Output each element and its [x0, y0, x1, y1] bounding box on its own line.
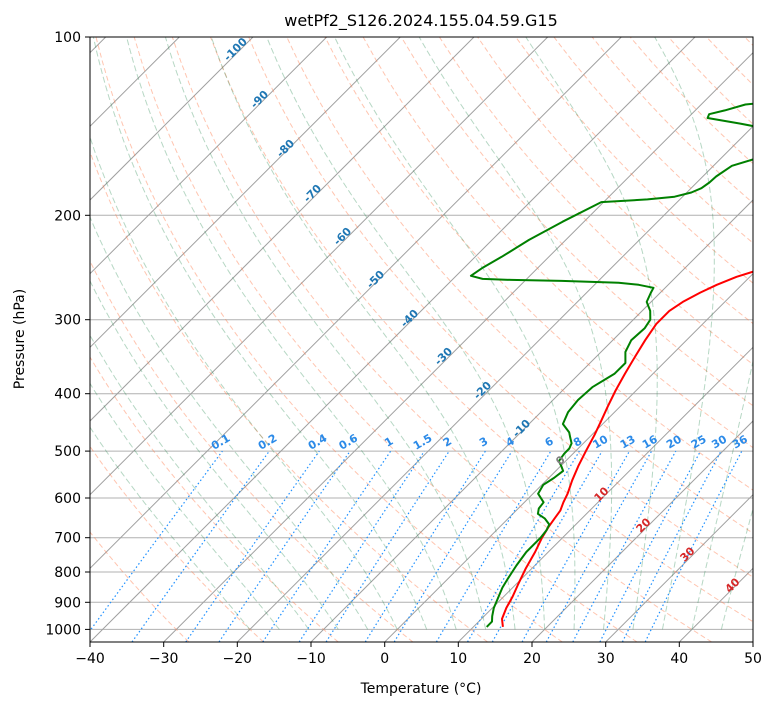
mixing-ratio-line	[218, 450, 351, 642]
dewpoint-profile-line	[469, 102, 753, 628]
x-tick-label: −30	[149, 651, 179, 667]
dry-adiabat-line	[90, 445, 264, 642]
isotherm-line	[90, 37, 696, 642]
dry-adiabat-line	[400, 37, 753, 407]
y-tick-label: 100	[54, 30, 81, 46]
x-tick-label: 20	[523, 651, 541, 667]
isotherm-line	[310, 199, 753, 642]
dry-adiabat-line	[210, 37, 753, 623]
y-tick-label: 500	[54, 444, 81, 460]
moist-adiabat-line	[90, 382, 280, 630]
moist-adiabat-line	[691, 358, 753, 630]
mixing-ratio-line	[521, 450, 631, 642]
x-tick-label: 10	[449, 651, 467, 667]
moist-adiabat-line	[418, 37, 613, 630]
y-axis-label: Pressure (hPa)	[12, 289, 28, 389]
chart-title: wetPf2_S126.2024.155.04.59.G15	[284, 11, 558, 31]
isotherm-line	[90, 37, 328, 275]
moist-adiabat-line	[92, 37, 428, 630]
mixing-ratio-line	[466, 450, 580, 642]
moist-adiabat-line	[164, 37, 487, 630]
dry-adiabat-line	[248, 37, 753, 578]
y-tick-label: 400	[54, 387, 81, 403]
isotherm-line	[163, 51, 753, 642]
y-tick-label: 300	[54, 313, 81, 329]
mixing-ratio-line	[491, 450, 603, 642]
mixing-ratio-line	[644, 450, 743, 642]
mixing-ratio-line	[545, 450, 653, 642]
mixing-ratio-line	[131, 450, 270, 642]
x-tick-label: 40	[670, 651, 688, 667]
isotherm-line	[90, 37, 549, 496]
isotherm-line	[605, 493, 753, 642]
moist-adiabat-line	[654, 37, 715, 630]
isotherm-line	[90, 37, 622, 570]
mixing-ratio-line	[435, 450, 552, 642]
dry-adiabat-line	[171, 37, 712, 642]
dry-adiabat-line	[90, 259, 414, 642]
moist-adiabat-line	[126, 37, 457, 630]
mixing-ratio-line	[393, 450, 513, 642]
x-tick-label: 30	[597, 651, 615, 667]
isotherm-line	[384, 272, 753, 642]
dry-adiabat-line	[515, 37, 753, 284]
dry-adiabat-line	[90, 531, 190, 642]
dry-adiabat-line	[438, 37, 753, 366]
y-tick-label: 600	[54, 491, 81, 507]
mixing-ratio-line	[262, 450, 392, 642]
dry-adiabat-line	[95, 37, 563, 642]
isotherm-line	[90, 37, 401, 349]
moist-adiabat-line	[90, 215, 369, 630]
x-axis-label: Temperature (°C)	[360, 681, 482, 697]
x-tick-label: −40	[75, 651, 105, 667]
moist-adiabat-line	[525, 37, 658, 630]
isotherm-line	[90, 37, 254, 201]
y-tick-label: 1000	[45, 622, 81, 638]
isotherm-line	[236, 125, 753, 642]
y-tick-label: 900	[54, 595, 81, 611]
dry-adiabat-line	[324, 37, 753, 491]
y-tick-label: 800	[54, 565, 81, 581]
dry-adiabat-line	[133, 37, 638, 642]
x-tick-label: −20	[223, 651, 253, 667]
x-tick-label: 0	[380, 651, 389, 667]
mixing-ratio-line	[185, 450, 320, 642]
moist-adiabat-line	[266, 37, 546, 630]
dry-adiabat-line	[90, 150, 488, 642]
axes-layer: −40 −30 −20 −10 0 10 20 30 40 50 100 200 300 400 500 60…	[45, 30, 762, 667]
isotherm-line	[457, 346, 753, 642]
series-layer	[469, 102, 753, 628]
moist-adiabat-line	[90, 135, 398, 630]
y-tick-label: 200	[54, 208, 81, 224]
plot-frame	[89, 36, 754, 643]
isotherm-line	[90, 37, 475, 422]
moist-adiabat-line	[90, 426, 251, 630]
x-tick-label: 50	[744, 651, 762, 667]
x-tick-label: −10	[296, 651, 326, 667]
dry-adiabat-line	[90, 356, 339, 642]
isotherm-line	[531, 420, 753, 642]
y-tick-label: 700	[54, 531, 81, 547]
background-line-layer	[90, 37, 753, 642]
